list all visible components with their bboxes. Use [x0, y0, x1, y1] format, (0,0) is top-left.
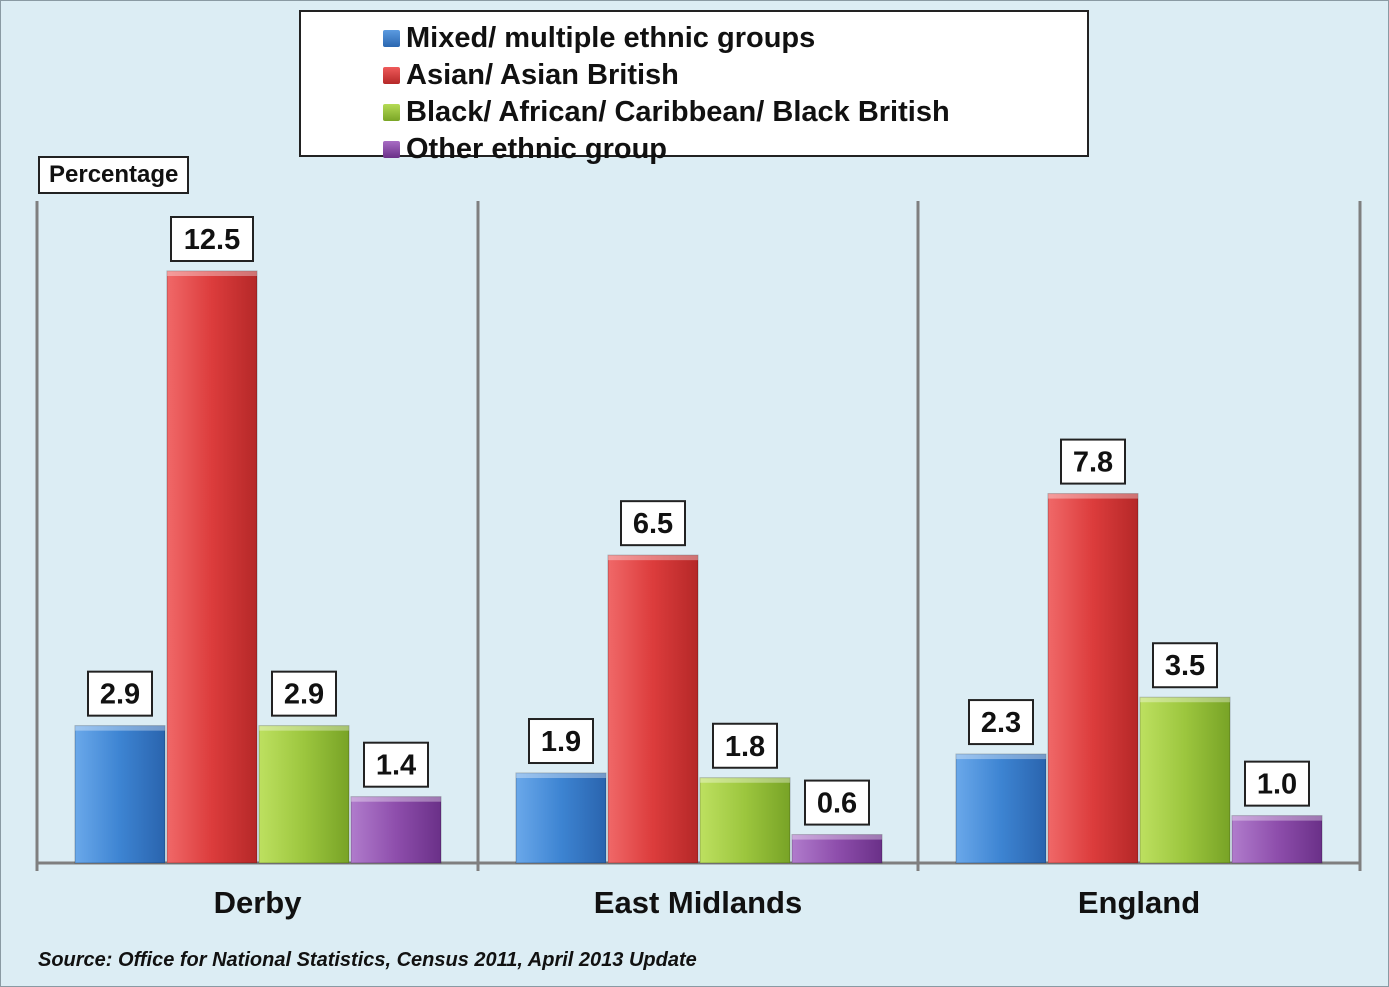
data-label-box-2-2: [1152, 642, 1218, 689]
data-label-0-2: 2.9: [284, 679, 324, 711]
data-label-box-1-0: [528, 718, 594, 765]
bar-2-1: [1047, 493, 1139, 864]
data-label-box-0-2: [271, 670, 337, 717]
data-label-box-0-3: [363, 741, 429, 788]
data-label-2-1: 7.8: [1073, 447, 1113, 479]
data-label-0-1: 12.5: [184, 224, 240, 256]
bar-highlight-1-1: [608, 555, 698, 561]
legend-swatch-asian: [383, 66, 400, 84]
category-label-2: England: [1078, 885, 1200, 920]
data-label-box-1-2: [712, 722, 778, 769]
bar-highlight-0-1: [167, 271, 257, 276]
data-label-1-0: 1.9: [541, 726, 581, 758]
data-label-box-0-0: [87, 670, 153, 717]
legend-swatch-mixed: [383, 29, 400, 47]
data-label-2-0: 2.3: [981, 707, 1021, 739]
bar-highlight-1-0: [516, 773, 606, 779]
data-label-box-2-1: [1060, 438, 1126, 485]
bar-2-2: [1139, 696, 1231, 864]
legend-item-other: Other ethnic group: [383, 131, 667, 167]
legend-swatch-other: [383, 140, 400, 158]
data-label-1-2: 1.8: [725, 731, 765, 763]
data-label-2-2: 3.5: [1165, 650, 1205, 682]
data-label-box-2-3: [1244, 760, 1310, 807]
y-axis-label: Percentage: [38, 156, 190, 194]
bar-1-1: [607, 554, 699, 864]
legend-label-asian: Asian/ Asian British: [406, 58, 679, 91]
data-label-0-0: 2.9: [100, 679, 140, 711]
bar-highlight-2-3: [1232, 815, 1322, 821]
bar-0-3: [350, 796, 442, 864]
bar-2-3: [1231, 815, 1323, 864]
legend-swatch-black: [383, 103, 400, 121]
bar-0-1: [166, 270, 258, 864]
bar-2-0: [955, 753, 1047, 864]
data-label-1-3: 0.6: [817, 788, 857, 820]
bar-highlight-2-0: [956, 754, 1046, 760]
bar-highlight-1-3: [792, 834, 882, 840]
bar-highlight-0-2: [259, 725, 349, 731]
legend-item-mixed: Mixed/ multiple ethnic groups: [383, 20, 815, 56]
bar-0-0: [74, 725, 166, 864]
bar-1-0: [515, 772, 607, 864]
bar-1-3: [791, 834, 883, 864]
legend-item-asian: Asian/ Asian British: [383, 57, 679, 93]
data-label-0-3: 1.4: [376, 750, 416, 782]
legend-label-black: Black/ African/ Caribbean/ Black British: [406, 95, 950, 128]
data-label-box-2-0: [968, 699, 1034, 746]
bar-highlight-0-3: [351, 796, 441, 802]
category-label-0: Derby: [214, 885, 303, 920]
bar-0-2: [258, 725, 350, 864]
source-note: Source: Office for National Statistics, …: [38, 949, 697, 971]
bar-1-2: [699, 777, 791, 864]
data-label-1-1: 6.5: [633, 508, 673, 540]
bar-highlight-2-1: [1048, 493, 1138, 499]
data-label-2-3: 1.0: [1257, 769, 1297, 801]
category-label-1: East Midlands: [594, 885, 802, 920]
data-label-box-0-1: [170, 216, 254, 262]
data-label-box-1-1: [620, 500, 686, 547]
legend-label-other: Other ethnic group: [406, 132, 667, 165]
legend-item-black: Black/ African/ Caribbean/ Black British: [383, 94, 950, 130]
bar-highlight-1-2: [700, 777, 790, 783]
legend-label-mixed: Mixed/ multiple ethnic groups: [406, 21, 816, 54]
bar-highlight-0-0: [75, 725, 165, 731]
legend: Mixed/ multiple ethnic groups Asian/ Asi…: [299, 10, 1089, 165]
bar-highlight-2-2: [1140, 697, 1230, 703]
data-label-box-1-3: [804, 779, 870, 826]
